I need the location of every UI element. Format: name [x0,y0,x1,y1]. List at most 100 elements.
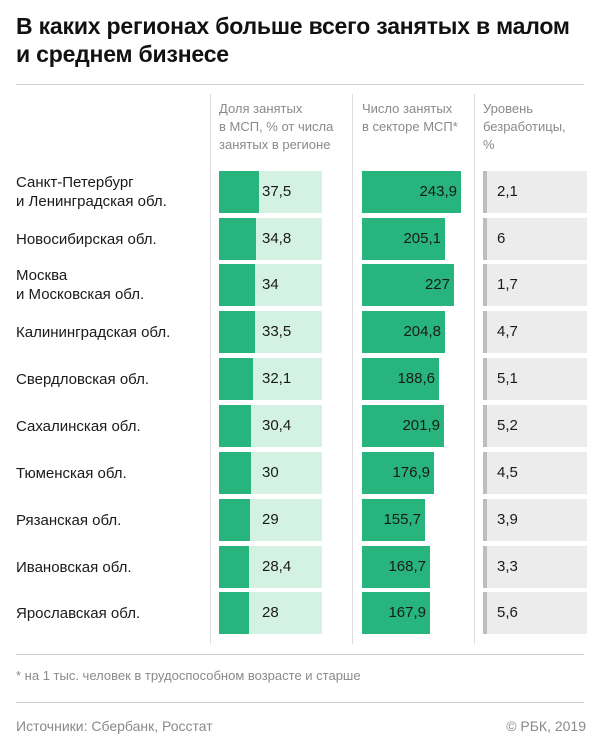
table-row: Ивановская обл. 28,4 168,7 3,3 [0,546,600,588]
column-separator [210,94,211,644]
region-name: Ярославская обл. [16,604,141,622]
count-bar [362,218,445,260]
unemployment-bar-track [483,311,587,353]
count-bar [362,546,430,588]
unemployment-bar-track [483,592,587,634]
region-name: Сахалинская обл. [16,417,141,435]
unemployment-bar-track [483,171,587,213]
unemployment-value: 3,9 [497,511,518,528]
column-header-count: Число занятых в секторе МСП* [362,101,458,134]
count-value: 204,8 [403,323,441,340]
share-value: 32,1 [262,370,292,387]
unemployment-bar [483,405,487,447]
count-value: 155,7 [383,511,421,528]
share-value: 30 [262,464,279,481]
region-name: Калининградская обл. [16,323,171,341]
count-bar [362,405,444,447]
count-value: 201,9 [402,417,440,434]
region-name: Свердловская обл. [16,370,149,388]
count-value: 188,6 [397,370,435,387]
unemployment-bar [483,499,487,541]
count-bar [362,171,461,213]
unemployment-bar-track [483,218,587,260]
unemployment-bar [483,358,487,400]
share-value: 29 [262,511,279,528]
unemployment-bar [483,546,487,588]
unemployment-value: 6 [497,230,506,247]
share-bar [219,546,249,588]
count-bar [362,264,454,306]
unemployment-bar-track [483,452,587,494]
chart-title: В каких регионах больше всего занятых в … [16,13,570,67]
footnote: * на 1 тыс. человек в трудоспособном воз… [16,668,361,683]
unemployment-value: 3,3 [497,558,518,575]
share-bar [219,405,251,447]
share-value: 34 [262,276,279,293]
source-credit: Источники: Сбербанк, Росстат [16,718,213,734]
unemployment-bar-track [483,499,587,541]
column-separator [352,94,353,644]
count-bar [362,592,430,634]
count-value: 176,9 [392,464,430,481]
count-value: 243,9 [419,183,457,200]
count-value: 167,9 [388,604,426,621]
share-bar [219,499,250,541]
table-row: Москва и Московская обл. 34 227 1,7 [0,264,600,306]
unemployment-bar [483,311,487,353]
unemployment-value: 4,5 [497,464,518,481]
region-name: Рязанская обл. [16,511,122,529]
unemployment-bar [483,171,487,213]
table-row: Свердловская обл. 32,1 188,6 5,1 [0,358,600,400]
column-header-share: Доля занятых в МСП, % от числа занятых в… [219,101,334,152]
column-header-unemployment: Уровень безработицы, % [483,101,566,152]
top-divider [16,84,584,85]
table-row: Рязанская обл. 29 155,7 3,9 [0,499,600,541]
table-row: Ярославская обл. 28 167,9 5,6 [0,592,600,634]
table-row: Калининградская обл. 33,5 204,8 4,7 [0,311,600,353]
share-bar [219,452,251,494]
table-row: Тюменская обл. 30 176,9 4,5 [0,452,600,494]
unemployment-value: 4,7 [497,323,518,340]
unemployment-bar [483,264,487,306]
share-value: 37,5 [262,183,292,200]
region-name: Ивановская обл. [16,558,132,576]
table-row: Новосибирская обл. 34,8 205,1 6 [0,218,600,260]
share-value: 30,4 [262,417,292,434]
share-bar [219,311,255,353]
count-value: 205,1 [403,230,441,247]
share-value: 33,5 [262,323,292,340]
footer-divider [16,702,584,703]
copyright: © РБК, 2019 [506,718,586,734]
unemployment-value: 5,6 [497,604,518,621]
unemployment-bar-track [483,405,587,447]
share-bar [219,171,259,213]
count-bar [362,452,434,494]
unemployment-bar-track [483,358,587,400]
unemployment-bar-track [483,546,587,588]
region-name: Санкт-Петербург и Ленинградская обл. [16,174,167,210]
table-row: Санкт-Петербург и Ленинградская обл. 37,5… [0,171,600,213]
region-name: Тюменская обл. [16,464,127,482]
region-name: Новосибирская обл. [16,230,157,248]
unemployment-value: 2,1 [497,183,518,200]
share-value: 28 [262,604,279,621]
bottom-divider [16,654,584,655]
count-value: 227 [424,276,450,293]
count-value: 168,7 [388,558,426,575]
unemployment-bar [483,218,487,260]
count-bar [362,358,439,400]
unemployment-bar-track [483,264,587,306]
share-bar [219,358,253,400]
unemployment-bar [483,592,487,634]
share-value: 34,8 [262,230,292,247]
count-bar [362,311,445,353]
column-separator [474,94,475,644]
share-value: 28,4 [262,558,292,575]
unemployment-value: 5,1 [497,370,518,387]
share-bar [219,264,255,306]
unemployment-bar [483,452,487,494]
unemployment-value: 5,2 [497,417,518,434]
table-row: Сахалинская обл. 30,4 201,9 5,2 [0,405,600,447]
count-bar [362,499,425,541]
share-bar [219,592,249,634]
